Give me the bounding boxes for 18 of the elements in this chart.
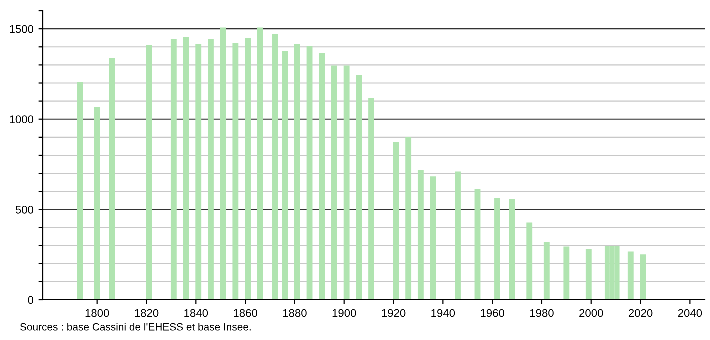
x-tick-label: 1800: [86, 309, 110, 318]
x-tick-label: 2000: [580, 309, 604, 318]
y-tick-label: 1500: [10, 25, 34, 34]
x-tick-label: 1940: [432, 309, 456, 318]
x-tick-label: 2040: [678, 309, 702, 318]
x-tick-label: 1920: [382, 309, 406, 318]
x-tick-label: 1880: [283, 309, 307, 318]
x-tick-label: 1860: [234, 309, 258, 318]
x-tick-label: 1960: [481, 309, 504, 318]
x-tick-label: 1980: [530, 309, 554, 318]
source-note: Sources : base Cassini de l'EHESS et base Insee.: [20, 323, 251, 331]
y-tick-label: 0: [28, 296, 34, 304]
x-tick-label: 1900: [332, 309, 356, 318]
x-tick-label: 2020: [628, 309, 653, 318]
x-tick-label: 1820: [135, 309, 159, 318]
x-tick-label: 1840: [184, 309, 208, 318]
y-tick-label: 1000: [10, 116, 34, 124]
y-tick-label: 500: [16, 206, 34, 214]
